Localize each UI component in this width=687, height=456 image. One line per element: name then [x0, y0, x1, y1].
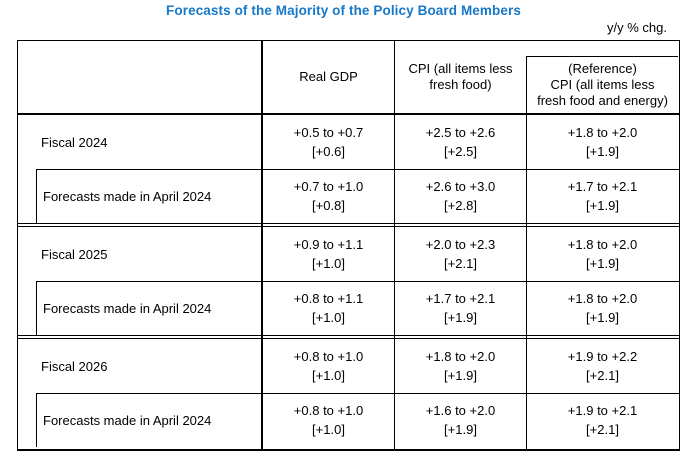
divider-line: [36, 281, 37, 335]
table-header-row: Real GDP CPI (all items less fresh food)…: [18, 41, 679, 115]
divider-line: [36, 169, 37, 223]
divider-line: [36, 393, 37, 447]
forecast-median: [+1.0]: [312, 310, 345, 325]
forecast-range: +2.0 to +2.3: [425, 237, 496, 252]
row-label: Forecasts made in April 2024: [43, 188, 212, 204]
gdp-forecast-cell: +0.8 to +1.0 [+1.0]: [263, 339, 394, 393]
forecast-median: [+0.8]: [312, 198, 345, 213]
fiscal-row: Fiscal 2025 +0.9 to +1.1 [+1.0] +2.0 to …: [18, 227, 679, 281]
cpi-forecast-cell: +1.7 to +2.1 [+1.9]: [395, 281, 526, 335]
forecast-median: [+2.1]: [444, 256, 477, 271]
forecast-median: [+1.9]: [444, 310, 477, 325]
forecast-median: [+2.8]: [444, 198, 477, 213]
forecast-range: +1.7 to +2.1: [425, 291, 496, 306]
gdp-forecast-cell: +0.7 to +1.0 [+0.8]: [263, 169, 394, 223]
cpi-forecast-cell: +1.6 to +2.0 [+1.9]: [395, 393, 526, 447]
unit-note: y/y % chg.: [607, 20, 667, 35]
forecast-median: [+2.1]: [586, 368, 619, 383]
header-label-line: CPI (all items less: [550, 77, 655, 92]
divider-line: [36, 169, 679, 170]
forecast-median: [+0.6]: [312, 144, 345, 159]
fiscal-group-2026: Fiscal 2026 +0.8 to +1.0 [+1.0] +1.8 to …: [18, 339, 679, 447]
forecast-range: +2.5 to +2.6: [425, 125, 496, 140]
cpi-forecast-cell: +2.0 to +2.3 [+2.1]: [395, 227, 526, 281]
reference-forecast-cell: +1.9 to +2.2 [+2.1]: [527, 339, 678, 393]
forecast-range: +1.7 to +2.1: [567, 179, 638, 194]
april-forecast-row: Forecasts made in April 2024 +0.8 to +1.…: [18, 393, 679, 447]
reference-forecast-cell: +1.8 to +2.0 [+1.9]: [527, 115, 678, 169]
column-divider: [261, 41, 263, 449]
fiscal-group-2025: Fiscal 2025 +0.9 to +1.1 [+1.0] +2.0 to …: [18, 227, 679, 335]
row-label: Fiscal 2024: [41, 134, 108, 150]
page-title: Forecasts of the Majority of the Policy …: [166, 3, 521, 18]
fiscal-row: Fiscal 2024 +0.5 to +0.7 [+0.6] +2.5 to …: [18, 115, 679, 169]
cpi-forecast-cell: +2.6 to +3.0 [+2.8]: [395, 169, 526, 223]
column-header-cpi: CPI (all items less fresh food): [395, 41, 526, 113]
april-forecast-row: Forecasts made in April 2024 +0.8 to +1.…: [18, 281, 679, 335]
forecast-range: +1.8 to +2.0: [425, 349, 496, 364]
forecast-median: [+1.0]: [312, 422, 345, 437]
forecast-range: +0.8 to +1.0: [293, 403, 364, 418]
column-header-reference: (Reference) CPI (all items less fresh fo…: [527, 56, 678, 113]
april-forecast-row: Forecasts made in April 2024 +0.7 to +1.…: [18, 169, 679, 223]
gdp-forecast-cell: +0.9 to +1.1 [+1.0]: [263, 227, 394, 281]
forecast-median: [+2.5]: [444, 144, 477, 159]
forecast-median: [+1.9]: [444, 368, 477, 383]
header-label-line: fresh food): [429, 77, 492, 92]
forecast-range: +1.9 to +2.2: [567, 349, 638, 364]
forecast-table: Real GDP CPI (all items less fresh food)…: [17, 40, 680, 451]
header-label-line: CPI (all items less: [408, 61, 513, 76]
row-label: Forecasts made in April 2024: [43, 412, 212, 428]
header-label-line: (Reference): [568, 61, 637, 76]
fiscal-row: Fiscal 2026 +0.8 to +1.0 [+1.0] +1.8 to …: [18, 339, 679, 393]
forecast-range: +2.6 to +3.0: [425, 179, 496, 194]
cpi-forecast-cell: +2.5 to +2.6 [+2.5]: [395, 115, 526, 169]
divider-line: [36, 393, 679, 394]
forecast-range: +1.6 to +2.0: [425, 403, 496, 418]
reference-forecast-cell: +1.8 to +2.0 [+1.9]: [527, 281, 678, 335]
gdp-forecast-cell: +0.5 to +0.7 [+0.6]: [263, 115, 394, 169]
header-label: Real GDP: [299, 69, 358, 84]
row-label: Fiscal 2026: [41, 358, 108, 374]
forecast-range: +0.7 to +1.0: [293, 179, 364, 194]
group-separator: [18, 223, 679, 227]
forecast-range: +0.9 to +1.1: [293, 237, 364, 252]
forecast-median: [+1.0]: [312, 368, 345, 383]
column-divider: [394, 41, 395, 449]
column-header-real-gdp: Real GDP: [263, 41, 394, 113]
group-separator: [18, 335, 679, 339]
cpi-forecast-cell: +1.8 to +2.0 [+1.9]: [395, 339, 526, 393]
column-divider: [526, 56, 527, 449]
fiscal-group-2024: Fiscal 2024 +0.5 to +0.7 [+0.6] +2.5 to …: [18, 115, 679, 223]
forecast-range: +1.8 to +2.0: [567, 125, 638, 140]
reference-forecast-cell: +1.8 to +2.0 [+1.9]: [527, 227, 678, 281]
forecast-range: +0.5 to +0.7: [293, 125, 364, 140]
forecast-median: [+2.1]: [586, 422, 619, 437]
forecast-median: [+1.9]: [586, 144, 619, 159]
forecast-range: +0.8 to +1.1: [293, 291, 364, 306]
forecast-median: [+1.0]: [312, 256, 345, 271]
forecast-median: [+1.9]: [586, 198, 619, 213]
row-label: Fiscal 2025: [41, 246, 108, 262]
gdp-forecast-cell: +0.8 to +1.0 [+1.0]: [263, 393, 394, 447]
reference-forecast-cell: +1.9 to +2.1 [+2.1]: [527, 393, 678, 447]
divider-line: [36, 281, 679, 282]
row-label: Forecasts made in April 2024: [43, 300, 212, 316]
forecast-range: +0.8 to +1.0: [293, 349, 364, 364]
forecast-range: +1.8 to +2.0: [567, 291, 638, 306]
forecast-range: +1.9 to +2.1: [567, 403, 638, 418]
header-label-line: fresh food and energy): [537, 93, 668, 108]
forecast-range: +1.8 to +2.0: [567, 237, 638, 252]
forecast-median: [+1.9]: [586, 310, 619, 325]
forecast-median: [+1.9]: [444, 422, 477, 437]
forecast-median: [+1.9]: [586, 256, 619, 271]
reference-forecast-cell: +1.7 to +2.1 [+1.9]: [527, 169, 678, 223]
gdp-forecast-cell: +0.8 to +1.1 [+1.0]: [263, 281, 394, 335]
